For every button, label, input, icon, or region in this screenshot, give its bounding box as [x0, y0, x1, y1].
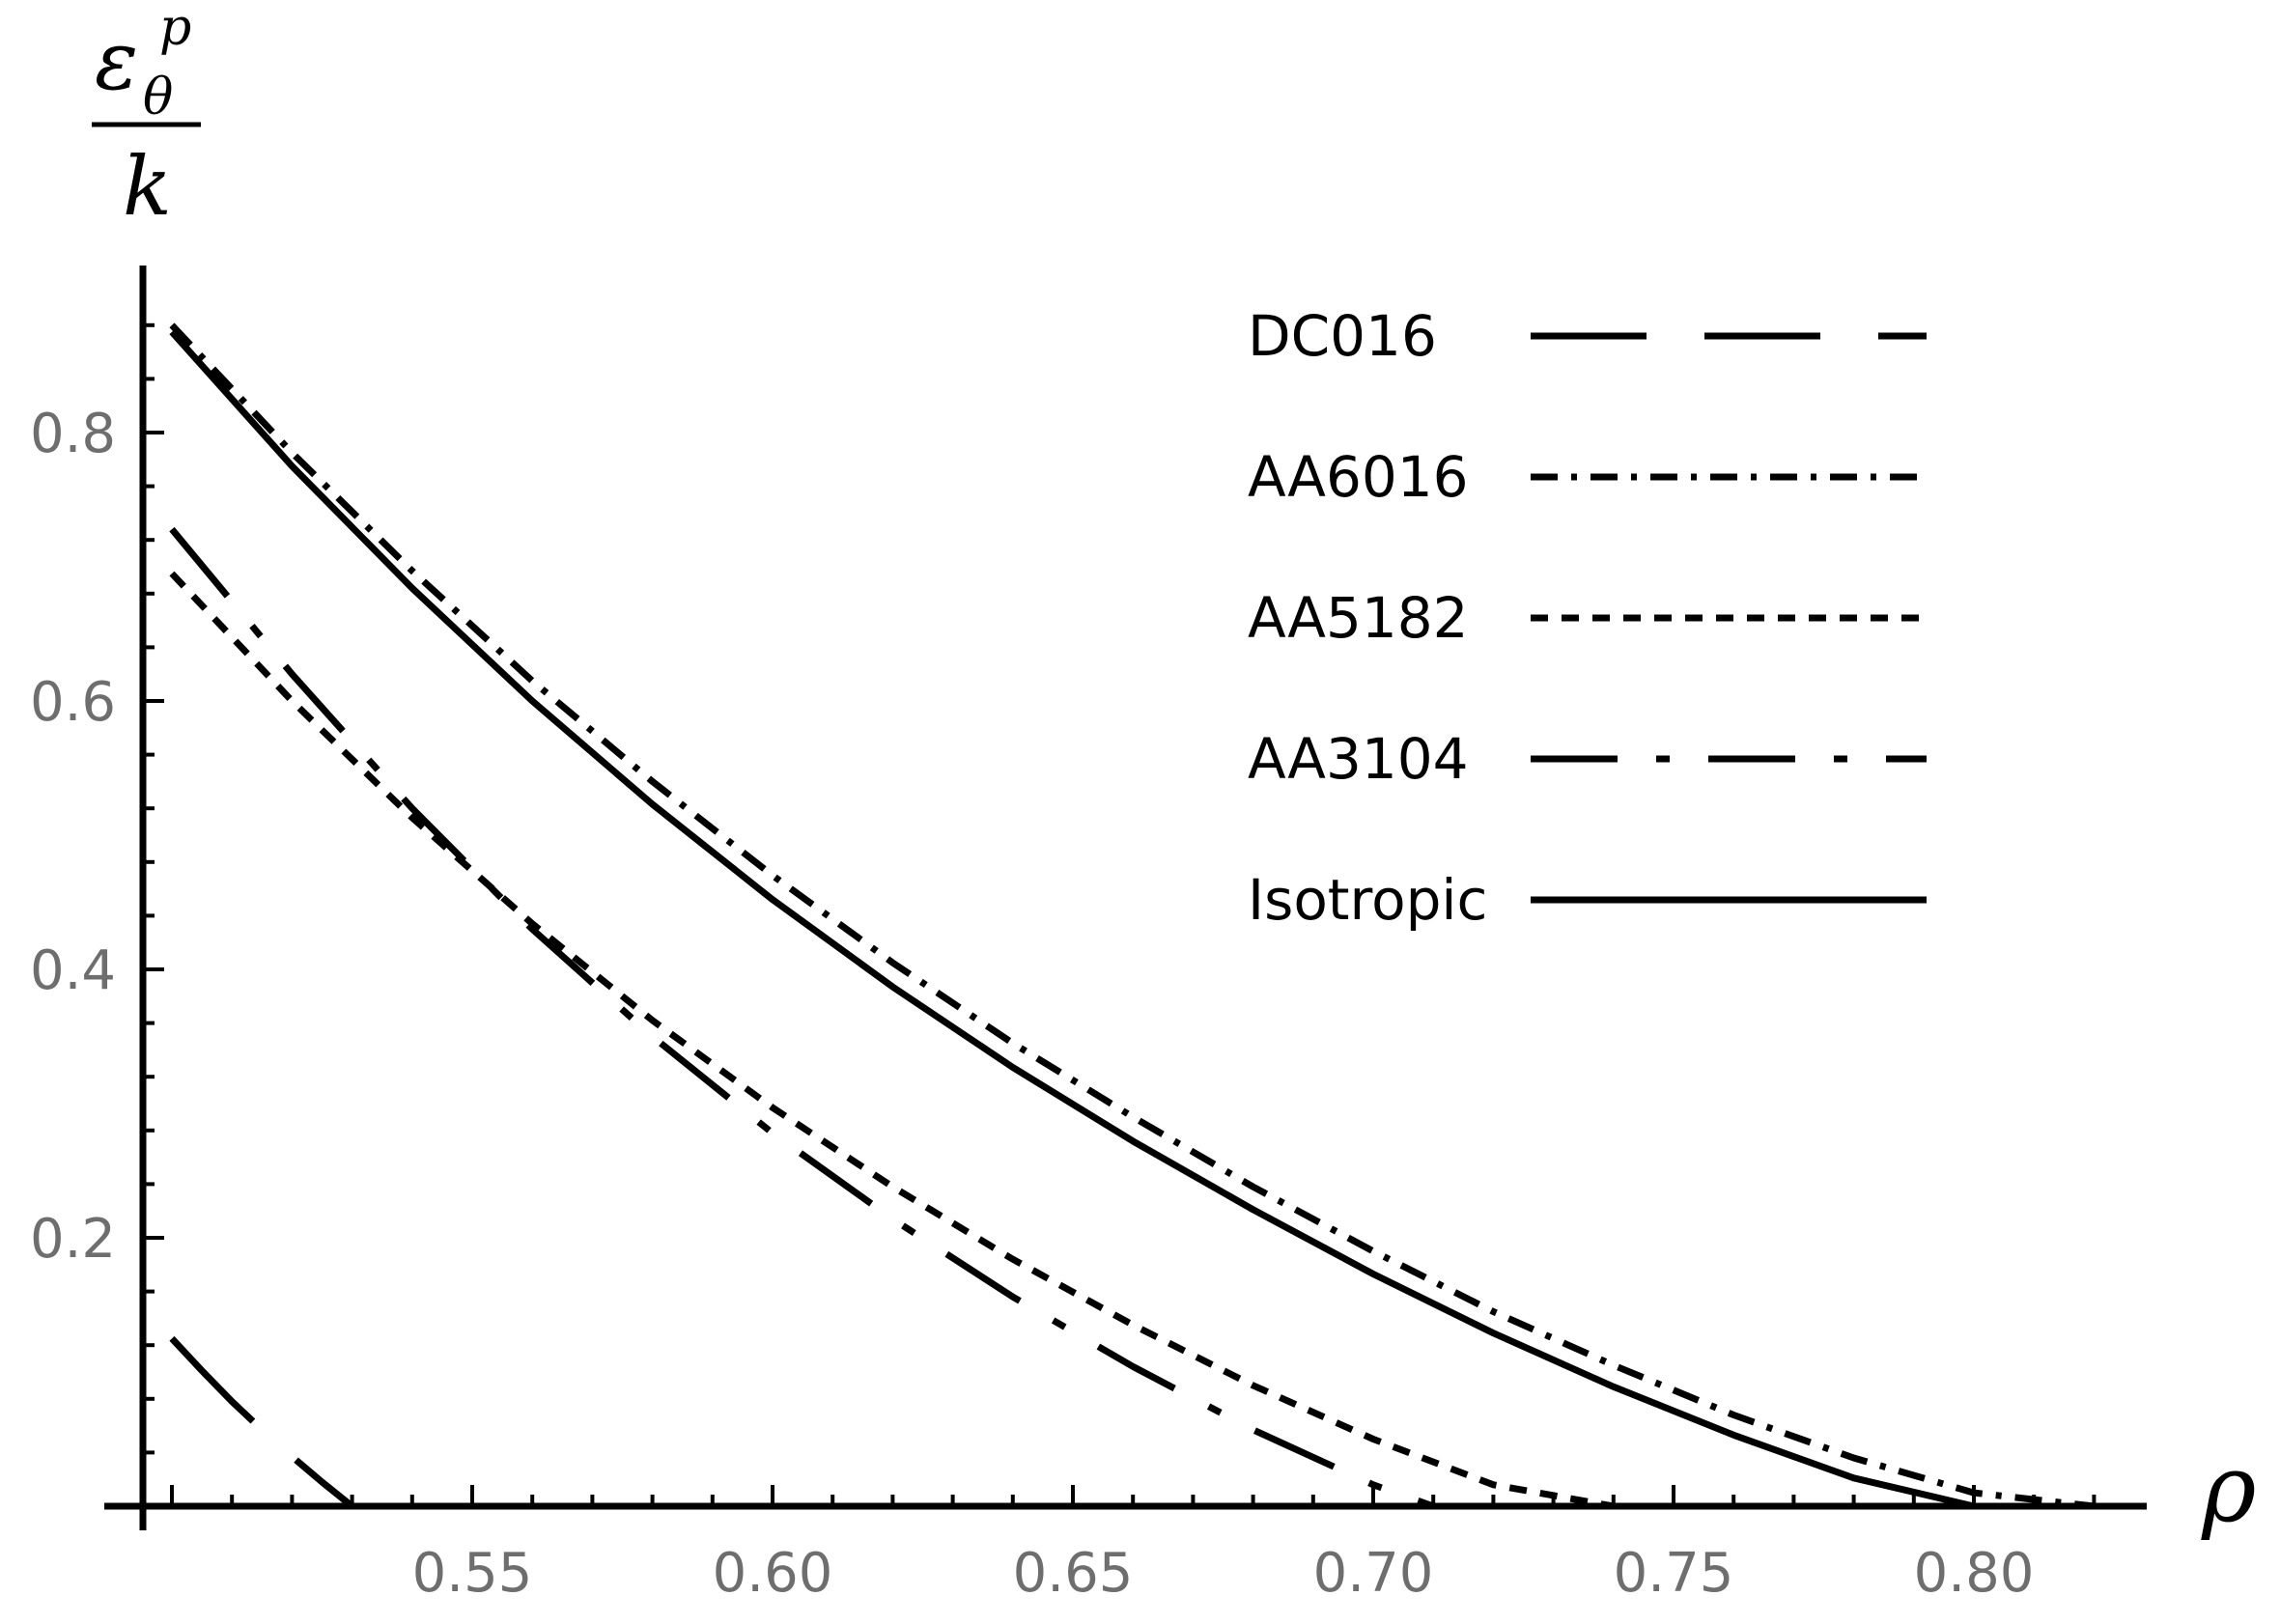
x-tick-label: 0.65 [1013, 1542, 1134, 1605]
y-tick-label: 0.8 [30, 403, 116, 465]
legend-label-isotropic: Isotropic [1248, 867, 1487, 933]
x-tick-label: 0.55 [412, 1542, 533, 1605]
legend: DC016 AA6016 AA5182 AA3104 Isotropic [1248, 303, 1927, 933]
y-axis-label-base: ε [95, 14, 138, 108]
legend-label-aa5182: AA5182 [1248, 585, 1469, 651]
x-tick-label: 0.75 [1614, 1542, 1734, 1605]
x-tick-label: 0.60 [713, 1542, 833, 1605]
x-tick-label: 0.70 [1313, 1542, 1434, 1605]
x-tick-label: 0.80 [1914, 1542, 2035, 1605]
series-line-dc016 [169, 1335, 354, 1509]
y-tick-label: 0.2 [30, 1208, 116, 1271]
axes: 0.55 0.60 0.65 0.70 0.75 0.80 0.2 0.4 0.6 0.8 [30, 266, 2147, 1605]
series-line-aa5182 [169, 571, 1615, 1510]
axis-labels: ε p θ k ρ [92, 0, 2256, 1543]
legend-label-dc016: DC016 [1248, 303, 1437, 369]
x-axis-label: ρ [2201, 1435, 2256, 1543]
series-line-aa6016 [169, 322, 2095, 1510]
y-tick-label: 0.4 [30, 939, 116, 1002]
y-tick-label: 0.6 [30, 671, 116, 734]
series-lines [169, 322, 2095, 1510]
series-line-aa3104 [169, 526, 1435, 1510]
series-line-isotropic [169, 329, 2005, 1510]
legend-label-aa6016: AA6016 [1248, 444, 1469, 510]
legend-label-aa3104: AA3104 [1248, 726, 1469, 792]
y-axis-label-subscript: θ [143, 69, 173, 126]
y-axis-label-denominator: k [123, 139, 172, 234]
y-axis-label-superscript: p [159, 0, 191, 57]
